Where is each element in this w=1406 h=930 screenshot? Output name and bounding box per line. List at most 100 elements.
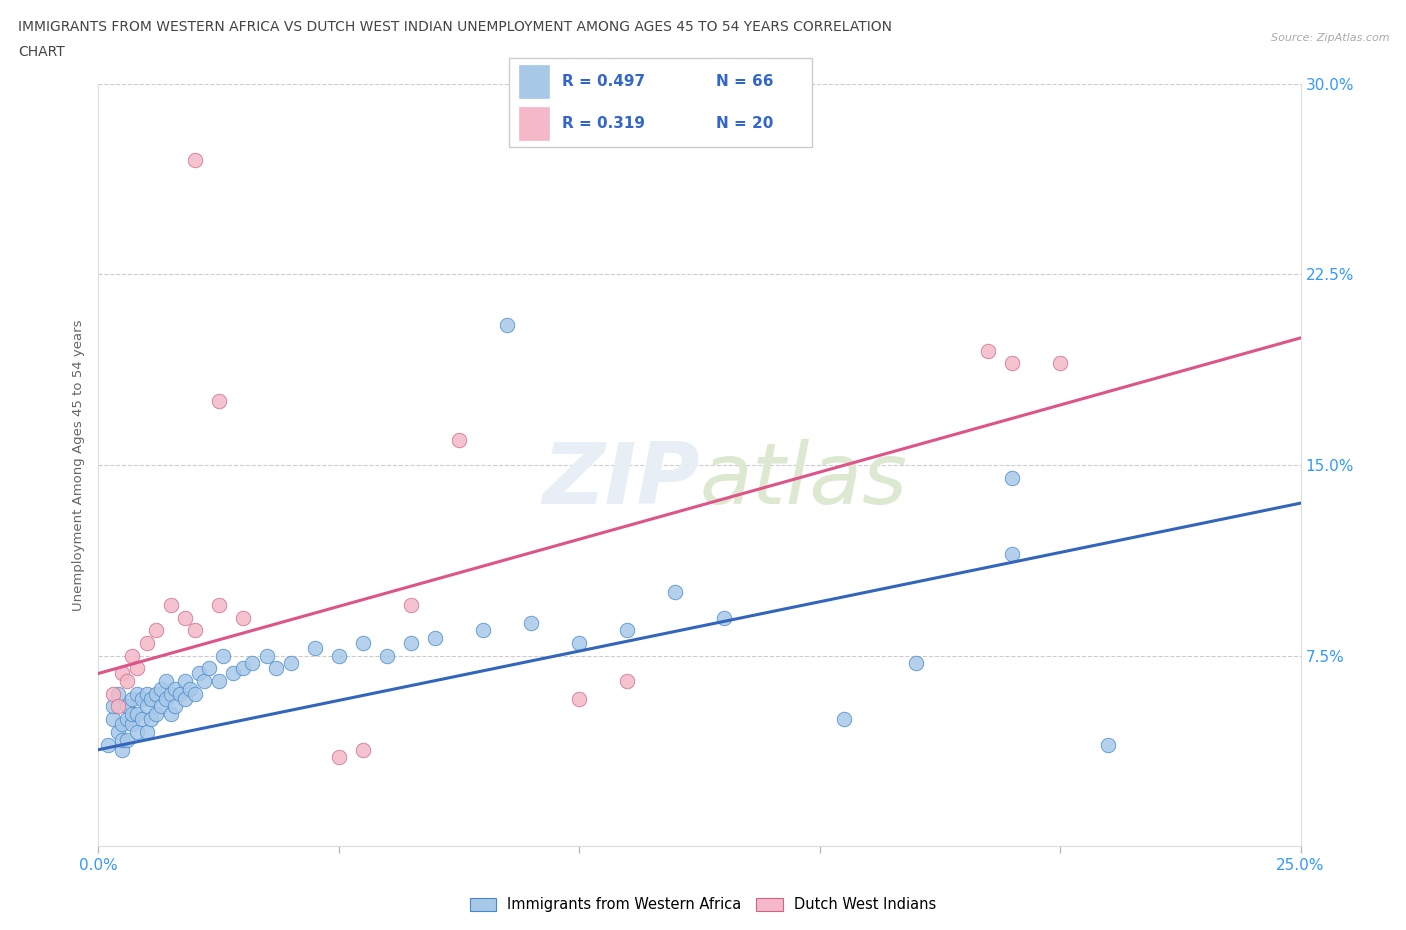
Point [155, 691, 177, 706]
Point [193, 673, 215, 688]
Point [375, 648, 398, 663]
Text: N = 66: N = 66 [717, 73, 773, 89]
Point [713, 610, 735, 625]
Point [568, 635, 591, 650]
Point [232, 661, 254, 676]
Point [125, 724, 148, 739]
Point [328, 750, 350, 764]
Point [165, 682, 187, 697]
Point [664, 585, 686, 600]
Point [145, 686, 167, 701]
Point [107, 686, 129, 701]
Point [616, 623, 638, 638]
Point [328, 648, 350, 663]
Point [135, 635, 157, 650]
Point [125, 707, 148, 722]
Text: ZIP: ZIP [541, 439, 700, 522]
Point [169, 686, 191, 701]
Point [232, 610, 254, 625]
Point [141, 691, 163, 706]
Point [904, 656, 927, 671]
Point [101, 699, 124, 714]
Point [222, 666, 245, 681]
Point [208, 394, 231, 409]
Point [101, 686, 124, 701]
Point [568, 691, 591, 706]
Point [1049, 356, 1071, 371]
Text: CHART: CHART [18, 45, 65, 59]
Point [447, 432, 470, 447]
Point [97, 737, 120, 752]
Text: atlas: atlas [700, 439, 907, 522]
Point [111, 742, 134, 757]
Point [159, 597, 181, 612]
Bar [519, 107, 550, 140]
Point [266, 661, 288, 676]
Point [117, 711, 139, 726]
Point [183, 623, 205, 638]
Point [183, 686, 205, 701]
Point [125, 661, 148, 676]
Point [107, 699, 129, 714]
Text: Source: ZipAtlas.com: Source: ZipAtlas.com [1271, 33, 1389, 43]
Point [179, 682, 201, 697]
Point [149, 682, 172, 697]
Point [1001, 547, 1024, 562]
Point [121, 691, 143, 706]
Point [121, 707, 143, 722]
Point [117, 699, 139, 714]
Point [240, 656, 263, 671]
Point [304, 641, 326, 656]
Point [616, 673, 638, 688]
Point [111, 666, 134, 681]
Point [111, 732, 134, 747]
Point [977, 343, 1000, 358]
Point [1001, 471, 1024, 485]
Point [399, 597, 422, 612]
Point [107, 724, 129, 739]
Point [256, 648, 278, 663]
Text: IMMIGRANTS FROM WESTERN AFRICA VS DUTCH WEST INDIAN UNEMPLOYMENT AMONG AGES 45 T: IMMIGRANTS FROM WESTERN AFRICA VS DUTCH … [18, 20, 893, 34]
Point [423, 631, 446, 645]
Point [135, 724, 157, 739]
Point [155, 673, 177, 688]
Point [1001, 356, 1024, 371]
Text: N = 20: N = 20 [717, 115, 773, 131]
Point [101, 711, 124, 726]
Bar [519, 65, 550, 98]
Point [121, 717, 143, 732]
Point [520, 615, 543, 630]
Point [832, 711, 855, 726]
Point [165, 699, 187, 714]
Point [159, 707, 181, 722]
Point [174, 673, 197, 688]
Point [208, 597, 231, 612]
Point [472, 623, 495, 638]
Legend: Immigrants from Western Africa, Dutch West Indians: Immigrants from Western Africa, Dutch We… [464, 891, 942, 918]
Point [183, 153, 205, 167]
Point [135, 699, 157, 714]
Point [198, 661, 221, 676]
Point [188, 666, 211, 681]
Point [111, 717, 134, 732]
Point [131, 691, 153, 706]
Point [117, 673, 139, 688]
Point [121, 648, 143, 663]
Point [159, 686, 181, 701]
Point [145, 707, 167, 722]
Point [352, 742, 374, 757]
Point [399, 635, 422, 650]
Text: R = 0.319: R = 0.319 [562, 115, 645, 131]
Point [208, 673, 231, 688]
Point [117, 732, 139, 747]
Point [131, 711, 153, 726]
Point [212, 648, 235, 663]
Point [352, 635, 374, 650]
FancyBboxPatch shape [509, 58, 813, 147]
Point [125, 686, 148, 701]
Point [149, 699, 172, 714]
Point [141, 711, 163, 726]
Point [496, 318, 519, 333]
Point [280, 656, 302, 671]
Point [135, 686, 157, 701]
